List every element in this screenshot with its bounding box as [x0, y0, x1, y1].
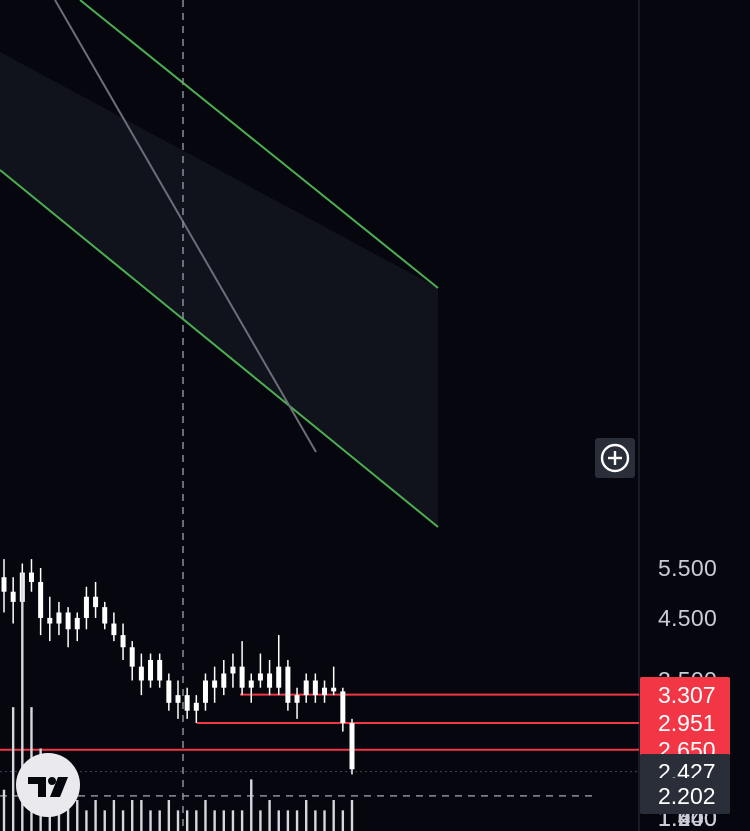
candle-body	[202, 680, 208, 703]
volume-bar	[131, 800, 134, 831]
channel-upper-line	[79, 0, 439, 289]
candle-body	[212, 680, 218, 688]
volume-bar	[268, 800, 271, 831]
candle-body	[65, 612, 71, 630]
volume-bar	[341, 810, 345, 831]
volume-bar	[250, 779, 253, 831]
candle-body	[267, 673, 273, 688]
volume-bar	[222, 810, 225, 831]
volume-bar	[167, 800, 171, 831]
candle-body	[294, 695, 300, 703]
volume-bar	[213, 810, 216, 831]
candle-body	[340, 691, 346, 724]
axis-tick-label: 5.500	[658, 554, 718, 581]
candle-body	[285, 666, 291, 703]
candle-body	[276, 666, 282, 688]
volume-bar	[204, 800, 207, 831]
candle-body	[166, 680, 172, 703]
candle-body	[120, 635, 126, 648]
volume-bar	[176, 810, 180, 831]
volume-bar	[231, 810, 235, 831]
candle-body	[257, 673, 263, 681]
volume-bar	[305, 800, 308, 831]
volume-bar	[240, 810, 244, 831]
candle-body	[175, 695, 181, 703]
candle-body	[331, 687, 337, 692]
candle-body	[221, 673, 227, 688]
crosshair-price-tag: 2.202	[640, 777, 730, 814]
volume-bar	[66, 800, 70, 831]
volume-bar	[121, 810, 125, 831]
volume-bar	[149, 810, 152, 831]
candle-body	[312, 680, 318, 696]
volume-bar	[350, 800, 354, 831]
candle-body	[248, 680, 254, 688]
volume-bar	[195, 810, 198, 831]
candle-body	[1, 577, 7, 592]
volume-bar	[286, 810, 290, 831]
volume-bar	[94, 800, 97, 831]
axis-tick-label: 4.500	[658, 604, 718, 631]
plus-circle-icon	[600, 443, 630, 473]
candle-body	[157, 660, 163, 681]
volume-bar	[76, 800, 79, 831]
candle-body	[47, 617, 53, 624]
candle-body	[28, 572, 34, 582]
volume-bar	[185, 810, 189, 831]
candle-body	[322, 687, 328, 696]
candle-body	[74, 617, 80, 630]
volume-bar	[158, 810, 161, 831]
channel-fill	[0, 52, 438, 527]
candle-body	[111, 623, 117, 636]
volume-bar	[314, 810, 317, 831]
add-alert-button[interactable]	[595, 438, 635, 478]
volume-bar	[332, 800, 335, 831]
volume-bar	[140, 800, 143, 831]
candle-body	[303, 680, 309, 696]
volume-bar	[11, 707, 15, 831]
candle-body	[148, 660, 154, 681]
volume-bar	[259, 810, 262, 831]
volume-bar	[103, 810, 106, 831]
candle-body	[239, 666, 245, 688]
volume-bar	[277, 810, 280, 831]
candle-body	[10, 591, 16, 602]
volume-bar	[2, 789, 6, 831]
candle-body	[349, 723, 355, 770]
volume-bar	[323, 810, 326, 831]
trend-line	[54, 0, 317, 453]
candle-body	[38, 581, 44, 618]
volume-bar	[21, 573, 24, 831]
candle-body	[129, 647, 135, 667]
candle-body	[83, 596, 89, 618]
candle-body	[56, 612, 62, 624]
channel-lower-line	[0, 169, 439, 528]
candle-body	[93, 596, 99, 608]
volume-bar	[85, 810, 88, 831]
volume-bar	[112, 800, 116, 831]
candle-body	[193, 702, 199, 711]
tradingview-logo[interactable]	[16, 753, 80, 817]
candle-body	[230, 666, 236, 674]
candle-body	[184, 695, 190, 711]
tradingview-logo-icon	[28, 777, 68, 797]
volume-bar	[295, 810, 299, 831]
candle-body	[138, 666, 144, 681]
candle-body	[102, 607, 108, 624]
